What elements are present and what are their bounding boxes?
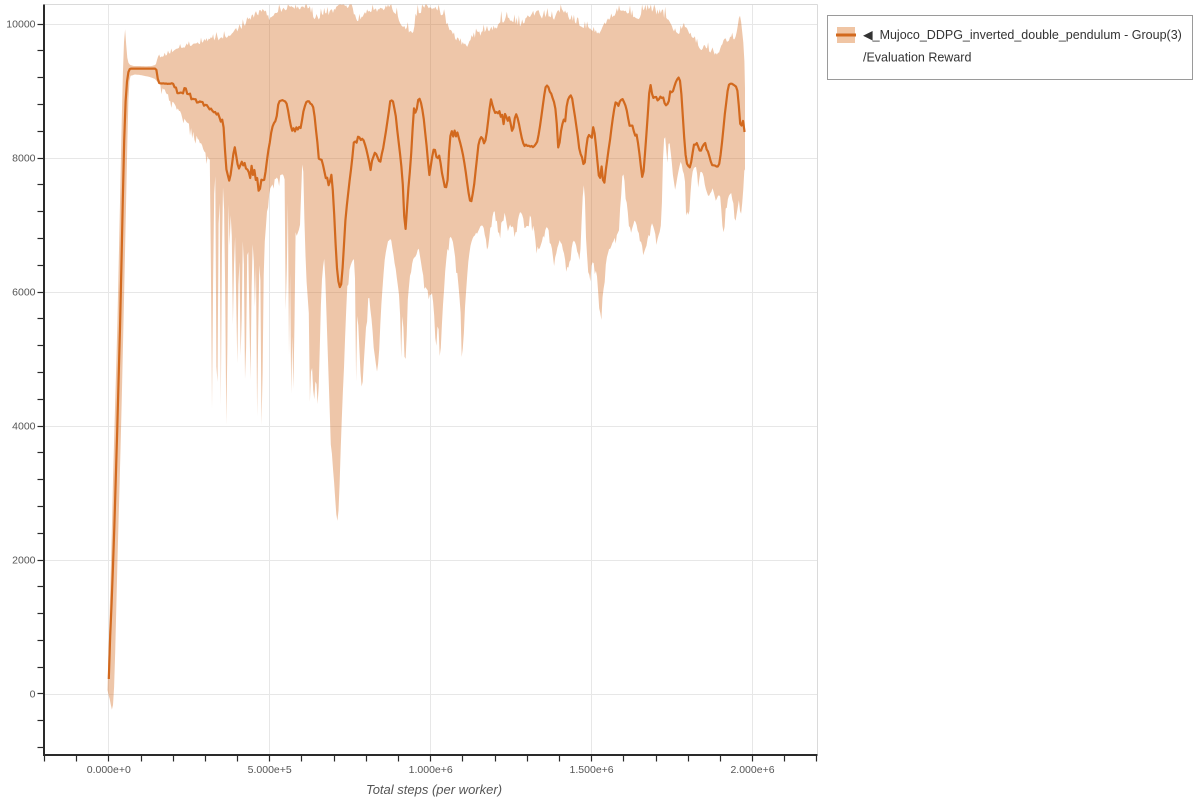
svg-text:4000: 4000 <box>12 421 36 433</box>
svg-text:2000: 2000 <box>12 555 36 567</box>
svg-text:1.000e+6: 1.000e+6 <box>409 764 453 776</box>
svg-text:/Evaluation Reward: /Evaluation Reward <box>863 51 971 65</box>
svg-text:10000: 10000 <box>6 19 35 31</box>
svg-text:1.500e+6: 1.500e+6 <box>570 764 614 776</box>
svg-text:2.000e+6: 2.000e+6 <box>730 764 774 776</box>
svg-text:6000: 6000 <box>12 287 36 299</box>
svg-text:Total steps (per worker): Total steps (per worker) <box>366 782 502 797</box>
svg-text:5.000e+5: 5.000e+5 <box>248 764 292 776</box>
svg-text:8000: 8000 <box>12 153 36 165</box>
svg-text:0.000e+0: 0.000e+0 <box>87 764 131 776</box>
svg-text:0: 0 <box>30 689 36 701</box>
svg-text:◀_Mujoco_DDPG_inverted_double_: ◀_Mujoco_DDPG_inverted_double_pendulum -… <box>863 28 1182 42</box>
